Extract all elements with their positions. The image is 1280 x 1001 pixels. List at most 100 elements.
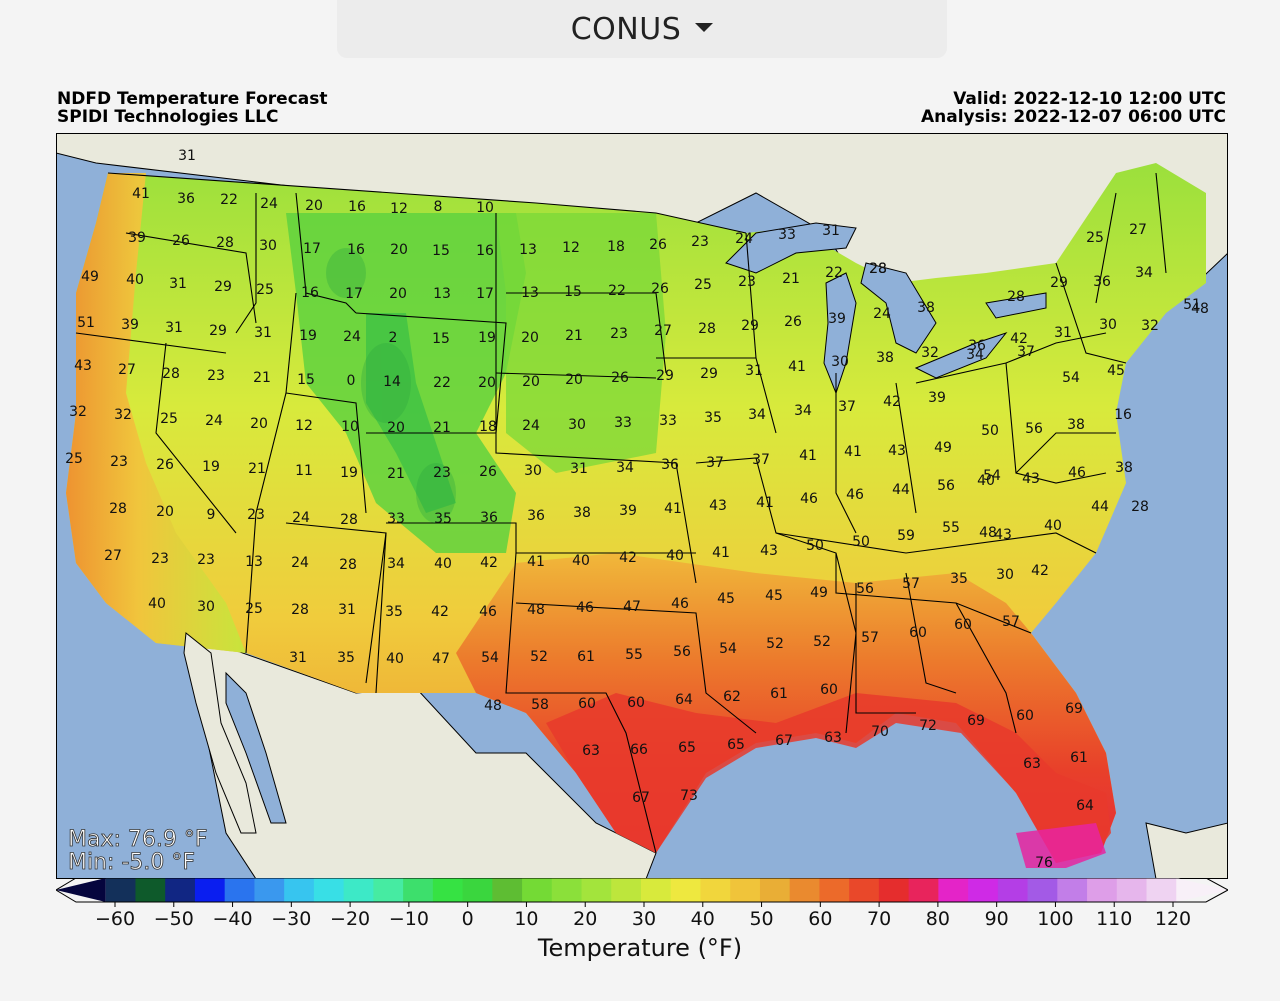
colorbar-bin xyxy=(581,878,612,902)
colorbar-bin xyxy=(849,878,880,902)
station-value-label: 76 xyxy=(1035,855,1053,871)
station-value-label: 25 xyxy=(65,451,83,467)
station-value-label: 40 xyxy=(148,596,166,612)
station-value-label: 23 xyxy=(207,368,225,384)
station-value-label: 62 xyxy=(723,689,741,705)
station-value-label: 33 xyxy=(387,511,405,527)
station-value-label: 18 xyxy=(607,239,625,255)
station-value-label: 72 xyxy=(919,718,937,734)
station-value-label: 37 xyxy=(752,452,770,468)
great-lake-ontario xyxy=(985,292,1047,319)
station-value-label: 31 xyxy=(289,650,307,666)
station-value-label: 25 xyxy=(1086,230,1104,246)
station-value-label: 17 xyxy=(303,241,321,257)
station-value-label: 35 xyxy=(950,571,968,587)
station-value-label: 39 xyxy=(619,503,637,519)
colorbar-bin xyxy=(1116,878,1148,902)
station-value-label: 49 xyxy=(810,585,828,601)
station-value-label: 33 xyxy=(778,227,796,243)
station-value-label: 8 xyxy=(434,199,443,215)
valid-time: Valid: 2022-12-10 12:00 UTC xyxy=(953,89,1226,109)
station-value-label: 34 xyxy=(794,403,812,419)
colorbar-bin xyxy=(1176,878,1228,902)
station-value-label: 46 xyxy=(671,596,689,612)
station-value-label: 34 xyxy=(387,556,405,572)
station-value-label: 18 xyxy=(479,419,497,435)
station-value-label: 31 xyxy=(169,276,187,292)
station-value-label: 65 xyxy=(727,737,745,753)
station-value-label: 28 xyxy=(1131,499,1149,515)
station-value-label: 43 xyxy=(709,498,727,514)
station-value-label: 65 xyxy=(678,740,696,756)
station-value-label: 24 xyxy=(260,196,278,212)
colorbar-bin xyxy=(789,878,820,902)
colorbar-tick-label: 0 xyxy=(462,908,474,928)
colorbar-bin xyxy=(284,878,315,902)
station-value-label: 24 xyxy=(735,231,753,247)
station-value-label: 42 xyxy=(431,604,449,620)
station-value-label: 26 xyxy=(172,233,190,249)
station-value-label: 23 xyxy=(738,274,756,290)
station-value-label: 42 xyxy=(883,394,901,410)
station-value-label: 48 xyxy=(979,525,997,541)
station-value-label: 31 xyxy=(570,461,588,477)
station-value-label: 50 xyxy=(981,423,999,439)
station-value-label: 39 xyxy=(928,390,946,406)
station-value-label: 40 xyxy=(572,553,590,569)
station-value-label: 54 xyxy=(719,641,737,657)
station-value-label: 29 xyxy=(656,368,674,384)
station-value-label: 41 xyxy=(712,545,730,561)
station-value-label: 60 xyxy=(627,695,645,711)
station-value-label: 26 xyxy=(784,314,802,330)
station-value-label: 38 xyxy=(1067,417,1085,433)
station-value-label: 15 xyxy=(564,284,582,300)
station-value-label: 29 xyxy=(1050,275,1068,291)
colorbar-bin xyxy=(700,878,731,902)
station-value-label: 12 xyxy=(390,201,408,217)
station-value-label: 25 xyxy=(256,282,274,298)
station-value-label: 26 xyxy=(611,370,629,386)
station-value-label: 28 xyxy=(291,602,309,618)
station-value-label: 52 xyxy=(813,634,831,650)
station-value-label: 31 xyxy=(338,602,356,618)
great-lake-erie xyxy=(914,331,1008,379)
station-value-label: 48 xyxy=(527,602,545,618)
colorbar-bin xyxy=(1146,878,1177,902)
region-dropdown-label: CONUS xyxy=(570,11,682,47)
station-value-label: 19 xyxy=(299,328,317,344)
station-value-label: 60 xyxy=(1016,708,1034,724)
colorbar-bin xyxy=(1057,878,1088,902)
station-value-label: 32 xyxy=(921,345,939,361)
station-value-label: 16 xyxy=(1114,407,1132,423)
colorbar-tick-label: −20 xyxy=(330,908,370,928)
region-dropdown[interactable]: CONUS xyxy=(337,0,947,58)
station-value-label: 20 xyxy=(389,286,407,302)
station-value-label: 60 xyxy=(820,682,838,698)
station-value-label: 36 xyxy=(480,510,498,526)
colorbar-tick-label: 30 xyxy=(632,908,656,928)
station-value-label: 44 xyxy=(892,482,910,498)
station-value-label: 57 xyxy=(1002,614,1020,630)
station-value-label: 40 xyxy=(666,548,684,564)
great-lake-superior xyxy=(725,222,857,274)
station-value-label: 38 xyxy=(876,350,894,366)
station-value-label: 0 xyxy=(347,373,356,389)
station-value-label: 50 xyxy=(806,538,824,554)
station-value-label: 29 xyxy=(700,366,718,382)
station-value-label: 16 xyxy=(347,242,365,258)
station-value-label: 37 xyxy=(838,399,856,415)
station-value-label: 46 xyxy=(479,604,497,620)
station-value-label: 26 xyxy=(649,237,667,253)
station-value-label: 23 xyxy=(433,465,451,481)
station-value-label: 67 xyxy=(632,790,650,806)
station-value-label: 28 xyxy=(1007,289,1025,305)
station-value-label: 31 xyxy=(822,223,840,239)
station-value-label: 36 xyxy=(661,457,679,473)
station-value-label: 23 xyxy=(110,454,128,470)
station-value-label: 20 xyxy=(521,330,539,346)
station-value-label: 41 xyxy=(132,186,150,202)
station-value-label: 31 xyxy=(178,148,196,164)
station-value-label: 56 xyxy=(1025,421,1043,437)
colorbar-bin xyxy=(819,878,850,902)
station-value-label: 50 xyxy=(852,534,870,550)
